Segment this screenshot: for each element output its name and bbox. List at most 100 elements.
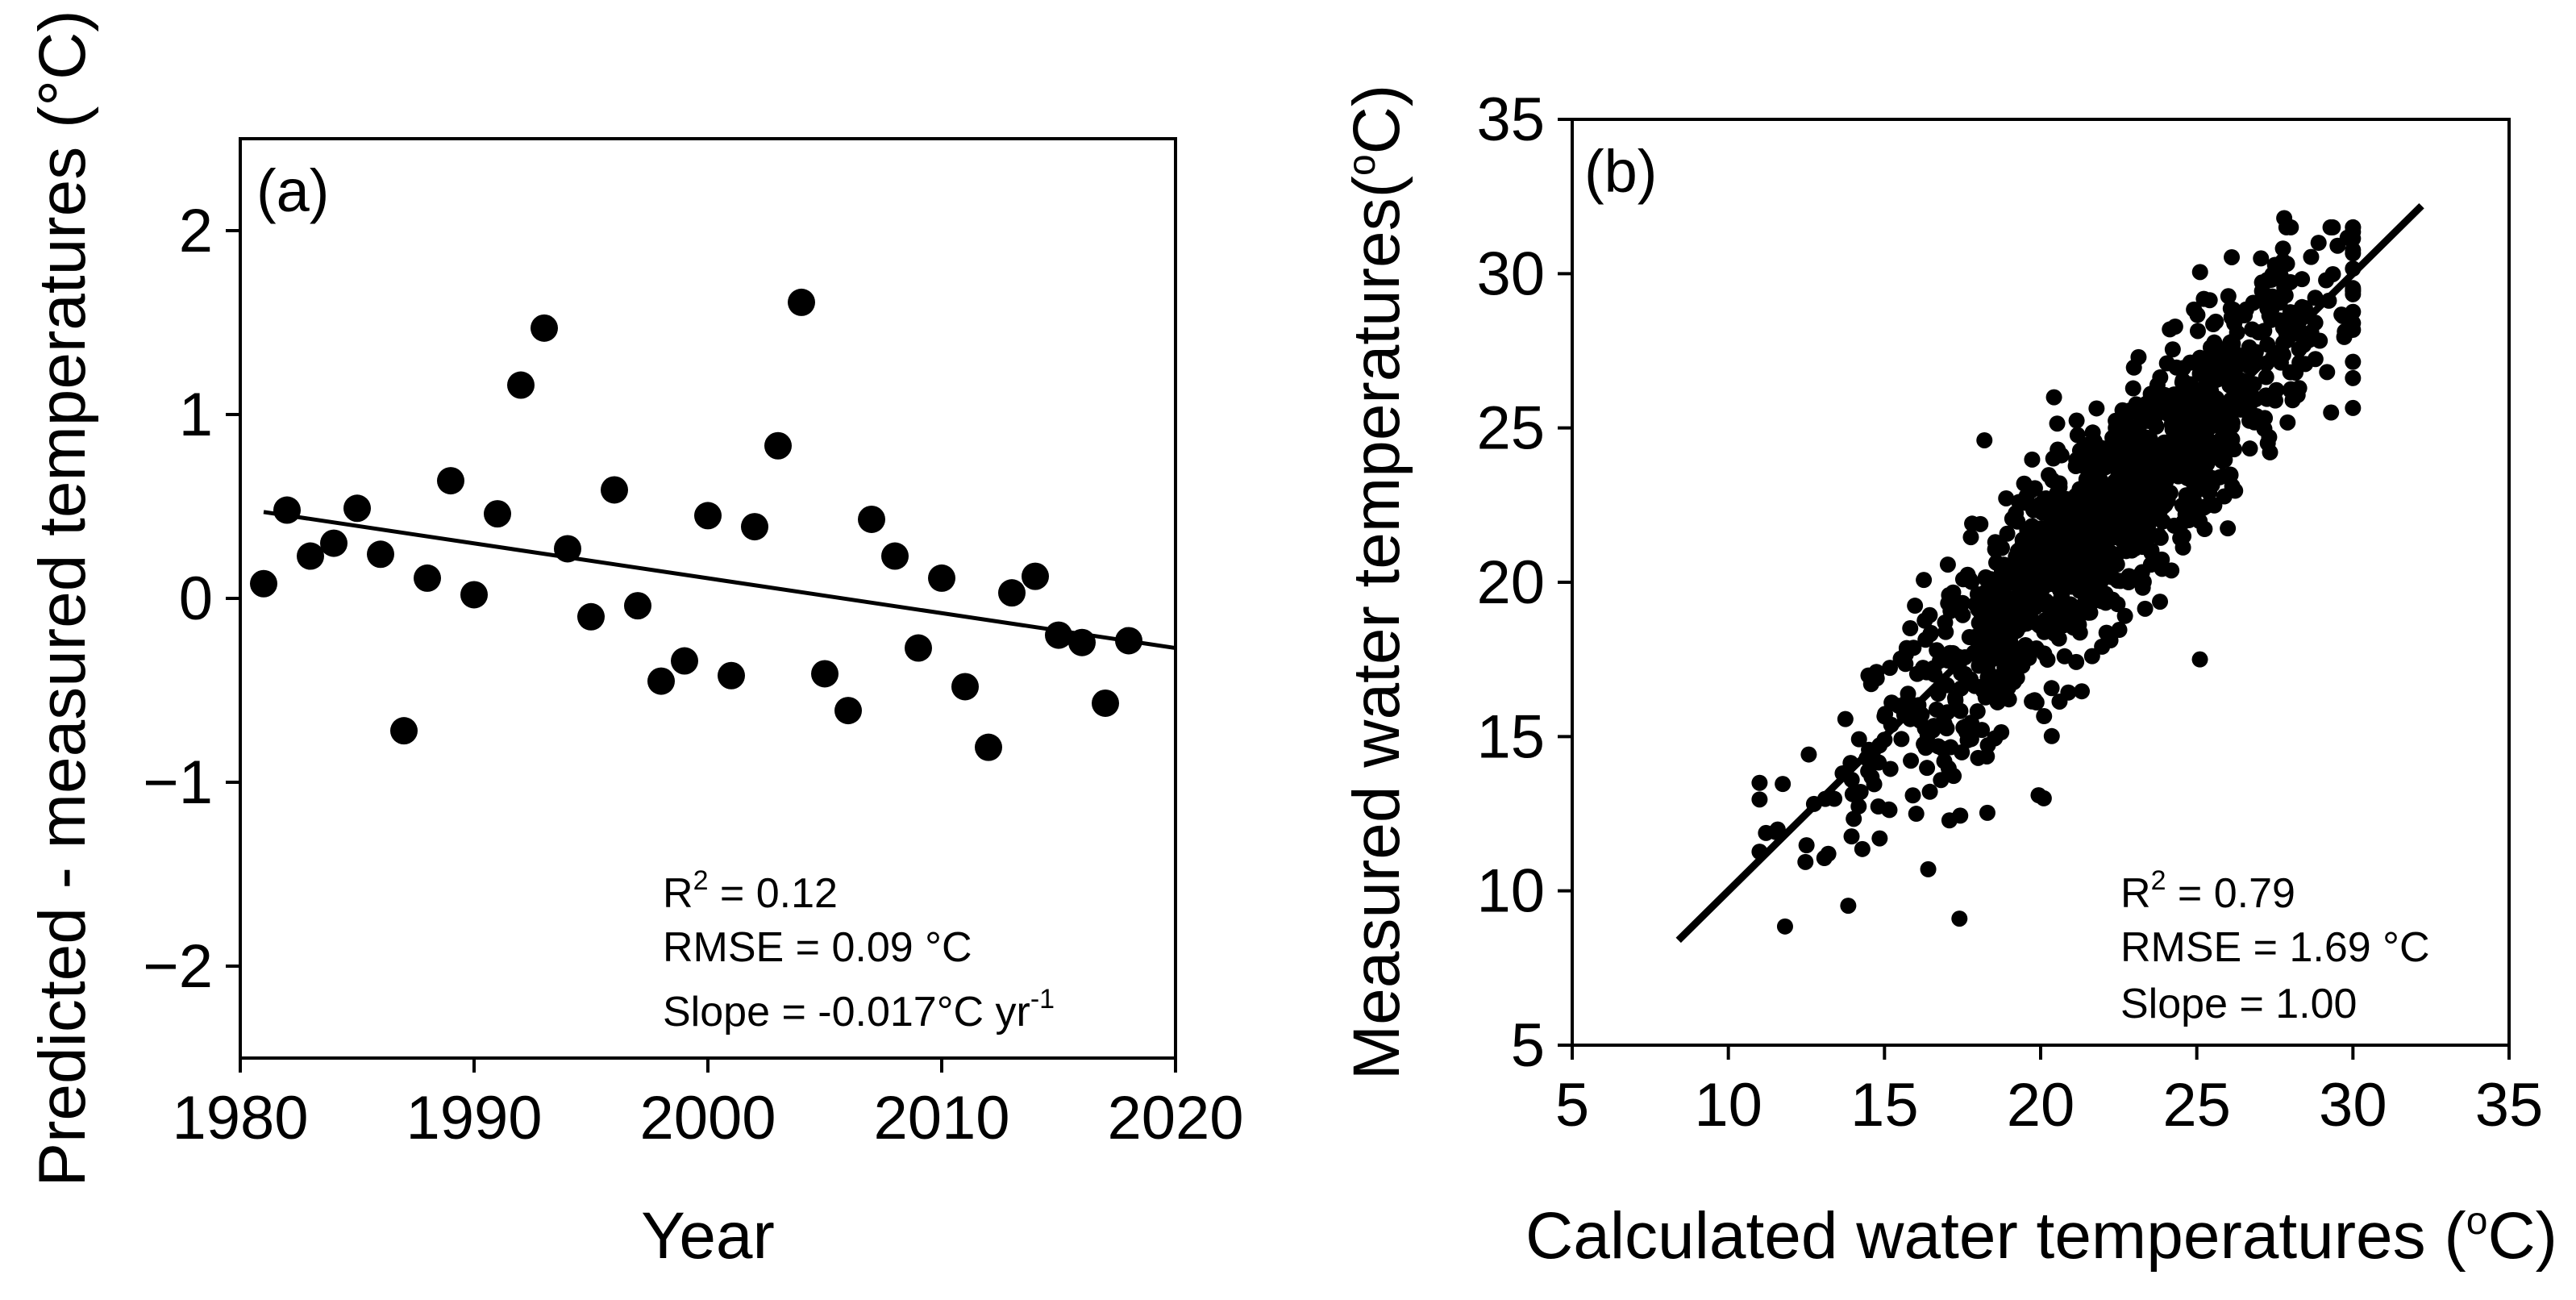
panel-b-data-point xyxy=(2345,303,2362,320)
panel-b-data-point xyxy=(2094,638,2111,655)
panel-b-data-point xyxy=(1882,760,1899,777)
panel-b-data-point xyxy=(2120,448,2137,465)
panel-b-data-point xyxy=(1975,682,1991,699)
panel-b-data-point xyxy=(1964,515,1981,532)
panel-a-y-tick-label: 1 xyxy=(179,381,213,449)
panel-b-data-point xyxy=(2051,693,2068,710)
panel-b-data-point xyxy=(2116,607,2133,624)
panel-b-data-point xyxy=(1962,571,1979,588)
panel-b-y-tick-label: 15 xyxy=(1476,702,1545,771)
panel-a-fit-line xyxy=(263,510,1176,651)
panel-b-data-point xyxy=(2191,264,2208,281)
panel-a-data-point xyxy=(297,542,324,570)
panel-b-data-point xyxy=(1947,692,1964,709)
panel-b-data-point xyxy=(2094,440,2111,456)
panel-b-data-point xyxy=(2319,364,2336,381)
panel-b-data-point xyxy=(1939,556,1956,573)
panel-b-data-point xyxy=(1908,806,1925,823)
panel-a-data-point xyxy=(834,697,862,725)
panel-b-data-point xyxy=(1954,594,1971,611)
panel-b-points xyxy=(1751,210,2362,935)
panel-a-data-point xyxy=(951,673,979,701)
panel-b-x-tick-label: 10 xyxy=(1694,1071,1762,1140)
panel-b-data-point xyxy=(2045,389,2062,406)
panel-b-data-point xyxy=(2111,622,2128,639)
panel-b-data-point xyxy=(1850,731,1867,748)
panel-b-data-point xyxy=(1970,749,1987,766)
panel-a-data-point xyxy=(694,502,722,530)
panel-b-data-point xyxy=(2215,424,2232,441)
panel-b-data-point xyxy=(2241,440,2258,457)
panel-b-data-point xyxy=(2140,502,2157,519)
panel-b-data-point xyxy=(1977,584,1994,601)
panel-b-data-point xyxy=(2213,452,2230,469)
panel-b-data-point xyxy=(2247,344,2264,360)
panel-a-data-point xyxy=(390,717,418,745)
panel-b-data-point xyxy=(2049,415,2066,432)
panel-b-data-point xyxy=(2084,424,2101,441)
panel-b-data-point xyxy=(1956,665,1973,682)
panel-b-data-point xyxy=(1870,798,1887,815)
panel-b-data-point xyxy=(2259,435,2276,452)
panel-b-data-point xyxy=(2183,445,2199,462)
panel-b-data-point xyxy=(2036,708,2053,725)
panel-b-data-point xyxy=(1904,787,1921,804)
panel-b-data-point xyxy=(2164,421,2181,438)
panel-b-data-point xyxy=(1937,614,1954,631)
panel-a-data-point xyxy=(1115,627,1142,655)
panel-b-data-point xyxy=(2272,267,2289,284)
panel-b-data-point xyxy=(1993,723,2010,740)
panel-a-data-point xyxy=(601,476,628,504)
panel-a-data-point xyxy=(647,667,675,695)
panel-b-data-point xyxy=(2137,600,2154,617)
panel-b-data-point xyxy=(2052,590,2069,607)
panel-b-data-point xyxy=(1854,840,1871,857)
panel-b-data-point xyxy=(1916,612,1933,629)
panel-b-data-point xyxy=(1976,431,1993,448)
panel-b-data-point xyxy=(2008,548,2025,565)
panel-b-data-point xyxy=(2220,288,2237,305)
panel-b-data-point xyxy=(1987,669,2004,685)
panel-a-slope-stat: Slope = -0.017°C yr-1 xyxy=(663,984,1055,1035)
panel-b-data-point xyxy=(1993,558,2010,575)
panel-b-data-point xyxy=(2006,669,2023,686)
panel-b-data-point xyxy=(2017,636,2034,653)
panel-b-data-point xyxy=(2164,341,2181,358)
panel-b-data-point xyxy=(2068,653,2085,670)
panel-b-data-point xyxy=(1871,830,1888,847)
panel-b-data-point xyxy=(2051,475,2068,492)
panel-a: 1980 1990 2000 2010 2020 −2 −1 0 1 2 (a) Year Pr… xyxy=(26,10,1244,1273)
panel-b-data-point xyxy=(2318,272,2335,289)
panel-b-data-point xyxy=(2250,324,2267,341)
panel-b-data-point xyxy=(2097,585,2114,602)
panel-b-data-point xyxy=(1897,646,1914,663)
panel-b-data-point xyxy=(2180,512,2197,529)
panel-b-data-point xyxy=(2000,691,2017,708)
panel-b-data-point xyxy=(2068,412,2085,429)
panel-b-data-point xyxy=(2039,651,2056,668)
panel-b-data-point xyxy=(2106,456,2123,473)
panel-b-data-point xyxy=(1907,598,1924,615)
panel-b-data-point xyxy=(2043,727,2060,744)
panel-a-data-point xyxy=(250,569,277,598)
panel-b-data-point xyxy=(2345,399,2362,416)
panel-b-data-point xyxy=(1977,569,1994,585)
panel-b-data-point xyxy=(2195,499,2212,516)
panel-a-data-point xyxy=(718,661,745,690)
panel-b-data-point xyxy=(2024,451,2041,468)
panel-b-data-point xyxy=(1921,783,1938,800)
panel-a-data-point xyxy=(273,496,301,524)
panel-b-data-point xyxy=(1798,837,1815,854)
panel-a-data-point xyxy=(881,542,909,570)
panel-b-data-point xyxy=(2224,333,2241,350)
panel-a-data-point xyxy=(554,535,581,563)
panel-b-data-point xyxy=(2017,494,2034,511)
panel-b-data-point xyxy=(2166,517,2183,534)
panel-b-data-point xyxy=(1933,772,1950,789)
panel-b-data-point xyxy=(1952,807,1969,824)
panel-b-data-point xyxy=(1962,715,1979,731)
panel-b-data-point xyxy=(1936,752,1953,769)
panel-b-data-point xyxy=(1751,791,1768,808)
panel-b-data-point xyxy=(2307,290,2324,306)
panel-b-data-point xyxy=(2276,210,2293,227)
